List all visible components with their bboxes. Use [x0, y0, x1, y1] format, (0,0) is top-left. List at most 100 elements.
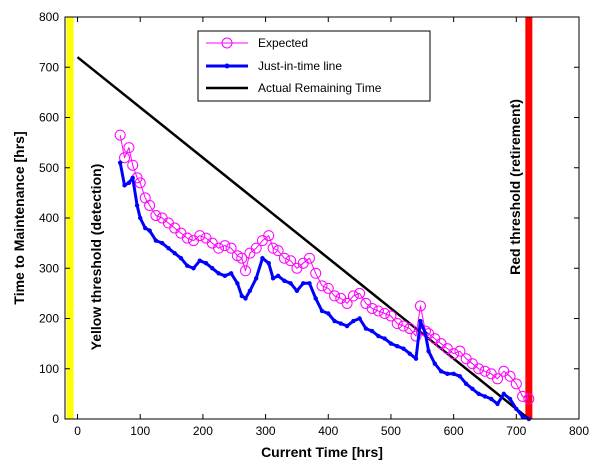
x-axis-ticks: 0 100 200 300 400 500 600 700 800: [74, 17, 589, 438]
data-point: [272, 245, 284, 257]
data-point: [382, 336, 387, 341]
data-point: [316, 280, 328, 292]
data-point: [369, 328, 375, 334]
legend-marker-expected: [221, 37, 233, 49]
x-tick-label: 0: [74, 424, 81, 438]
data-point: [407, 351, 412, 356]
data-point: [432, 361, 438, 366]
data-point: [423, 331, 428, 336]
data-point: [159, 240, 165, 246]
data-point: [300, 281, 306, 286]
data-point: [329, 290, 341, 302]
data-point: [147, 228, 152, 233]
y-tick-label: 100: [39, 362, 59, 376]
data-point: [310, 267, 322, 279]
y-tick-label: 0: [52, 412, 59, 426]
legend-label-expected: Expected: [258, 36, 308, 50]
data-point: [438, 369, 444, 374]
data-point: [243, 296, 248, 301]
data-point: [278, 252, 290, 264]
data-point: [404, 323, 416, 335]
y-tick-label: 500: [39, 161, 59, 175]
data-point: [523, 393, 535, 405]
data-point: [357, 316, 362, 321]
data-point: [210, 266, 215, 271]
data-point: [492, 373, 504, 385]
data-point: [401, 346, 406, 351]
data-point: [391, 318, 403, 330]
x-tick-label: 800: [569, 424, 589, 438]
data-point: [495, 401, 500, 407]
series-just-in-time: [117, 160, 532, 422]
data-point: [489, 396, 494, 402]
data-point: [366, 302, 378, 314]
data-point: [476, 391, 481, 397]
data-point: [395, 343, 400, 349]
data-point: [372, 305, 384, 317]
data-point: [240, 265, 252, 277]
data-point: [482, 394, 488, 399]
data-point: [397, 320, 409, 332]
data-point: [285, 255, 297, 267]
data-point: [303, 252, 315, 264]
series-expected: [114, 129, 535, 405]
y-tick-label: 800: [39, 10, 59, 24]
data-point: [126, 180, 132, 186]
y-tick-label: 600: [39, 111, 59, 125]
data-point: [225, 242, 237, 254]
data-point: [266, 261, 271, 266]
x-tick-label: 500: [381, 424, 401, 438]
data-point: [236, 252, 248, 264]
data-point: [307, 281, 312, 286]
data-point: [275, 273, 281, 278]
data-point: [473, 363, 485, 375]
data-point: [235, 281, 240, 286]
data-point: [294, 288, 300, 294]
x-tick-label: 600: [444, 424, 464, 438]
data-point: [338, 321, 344, 326]
data-point: [344, 323, 350, 329]
data-point: [153, 238, 159, 243]
data-point: [144, 199, 156, 211]
data-point: [504, 370, 516, 382]
data-point: [134, 177, 146, 189]
data-point: [181, 232, 193, 244]
data-point: [454, 345, 466, 357]
data-point: [123, 142, 135, 154]
data-point: [363, 326, 369, 331]
data-point: [250, 242, 262, 254]
data-point: [501, 391, 506, 397]
data-point: [448, 348, 460, 360]
data-point: [117, 160, 123, 165]
data-point: [185, 263, 190, 268]
data-point: [270, 276, 276, 281]
legend-marker-just-in-time: [224, 63, 230, 69]
data-point: [507, 396, 513, 402]
data-point: [514, 406, 519, 412]
data-point: [517, 390, 529, 402]
x-axis-title: Current Time [hrs]: [261, 444, 383, 460]
data-point: [470, 386, 475, 392]
data-point: [445, 371, 450, 376]
data-point: [319, 308, 325, 314]
data-point: [219, 240, 231, 252]
data-point: [194, 230, 206, 242]
data-point: [413, 356, 419, 361]
data-point: [172, 250, 177, 256]
data-point: [510, 378, 522, 390]
data-point: [322, 282, 334, 294]
legend-label-just-in-time: Just-in-time line: [258, 59, 342, 73]
x-tick-label: 100: [130, 424, 150, 438]
data-point: [347, 290, 359, 302]
data-point: [247, 288, 253, 294]
x-tick-label: 300: [256, 424, 276, 438]
data-point: [410, 330, 422, 342]
data-point: [130, 175, 135, 180]
data-point: [228, 271, 234, 276]
data-point: [457, 374, 463, 379]
data-point: [260, 256, 265, 261]
data-point: [122, 183, 127, 188]
data-point: [143, 225, 148, 231]
data-point: [150, 209, 162, 221]
